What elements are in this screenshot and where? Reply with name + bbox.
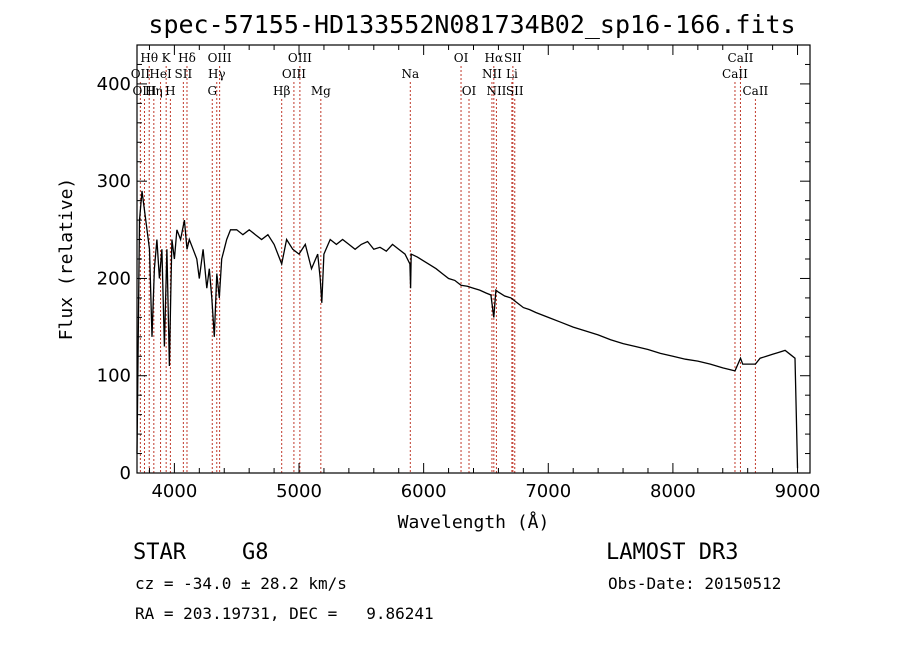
obs-date: Obs-Date: 20150512 — [608, 574, 782, 593]
spectral-line-label: SII — [175, 67, 193, 81]
x-tick-label: 4000 — [151, 481, 197, 502]
spectral-line-label: H — [165, 84, 175, 98]
spectral-line-label: NII — [482, 67, 502, 81]
axis-ticks: 4000 5000 6000 7000 8000 9000 0 100 200 300 400 — [97, 44, 821, 502]
spectral-line-label: NII — [486, 84, 506, 98]
object-subclass: G8 — [242, 540, 269, 565]
spectral-line-label: Hγ — [208, 67, 226, 81]
x-tick-label: 9000 — [775, 481, 821, 502]
spectral-line-label: Na — [401, 67, 419, 81]
survey-name: LAMOST DR3 — [606, 540, 739, 565]
y-tick-label: 200 — [97, 268, 131, 289]
spectral-line-label: OI — [462, 84, 477, 98]
plot-frame — [136, 44, 811, 474]
spectral-line-label: Hδ — [178, 51, 196, 65]
spectral-line-label: CaII — [728, 51, 754, 65]
spectral-line-label: Li — [506, 67, 518, 81]
y-tick-label: 100 — [97, 366, 131, 387]
y-tick-label: 400 — [97, 74, 131, 95]
redshift-info: cz = -34.0 ± 28.2 km/s — [135, 574, 347, 593]
x-tick-label: 5000 — [276, 481, 322, 502]
spectral-line-label: K — [162, 51, 172, 65]
y-axis-label: Flux (relative) — [56, 178, 77, 341]
spectral-line-label: OII — [131, 67, 151, 81]
y-tick-label: 0 — [120, 463, 131, 484]
spectral-line-label: G — [207, 84, 217, 98]
spectral-line-label: SII — [504, 51, 522, 65]
x-tick-label: 8000 — [650, 481, 696, 502]
spectral-line-label: Mg — [311, 84, 331, 98]
spectral-line-label: OIII — [132, 84, 156, 98]
chart-title: spec-57155-HD133552N081734B02_sp16-166.f… — [148, 10, 795, 39]
spectral-line-label: OIII — [288, 51, 312, 65]
spectrum-line — [136, 190, 799, 469]
spectral-line-label: CaII — [722, 67, 748, 81]
x-tick-label: 7000 — [525, 481, 571, 502]
spectral-line-label: Hη — [145, 84, 163, 98]
spectral-line-label: CaII — [742, 84, 768, 98]
y-tick-label: 300 — [97, 171, 131, 192]
x-tick-label: 6000 — [401, 481, 447, 502]
spectral-line-label: HeI — [149, 67, 172, 81]
spectral-line-label: Hθ — [140, 51, 158, 65]
spectral-line-label: OIII — [282, 67, 306, 81]
spectral-line-label: OI — [454, 51, 469, 65]
spectral-line-label: Hβ — [273, 84, 290, 98]
spectral-line-label: SII — [506, 84, 524, 98]
coordinates: RA = 203.19731, DEC = 9.86241 — [135, 604, 434, 623]
spectral-line-label: OIII — [208, 51, 232, 65]
object-class: STAR — [133, 540, 186, 565]
spectral-line-label: Hα — [485, 51, 504, 65]
x-axis-label: Wavelength (Å) — [398, 511, 550, 533]
